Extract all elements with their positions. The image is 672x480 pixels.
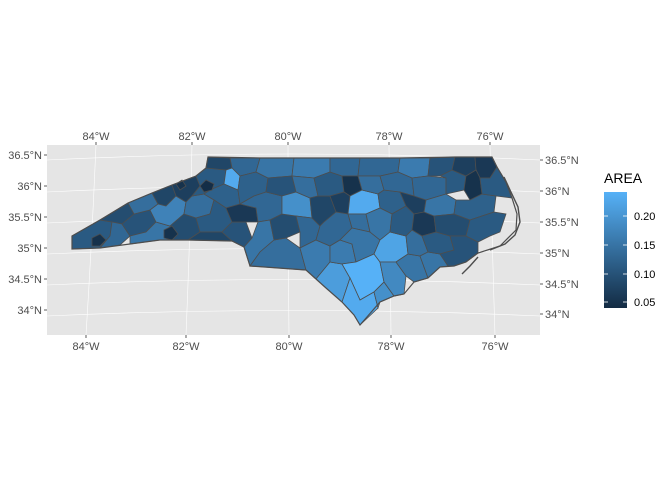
county-polygon xyxy=(199,179,215,193)
right-tick-label: 34.5°N xyxy=(545,279,579,291)
legend-ticks xyxy=(604,215,627,303)
top-tick-label: 76°W xyxy=(476,131,504,143)
legend-colorbar xyxy=(604,192,627,308)
legend-label: 0.20 xyxy=(634,211,655,223)
right-tick-label: 36.5°N xyxy=(545,155,579,167)
outer-banks xyxy=(489,176,521,251)
left-tick-label: 34.5°N xyxy=(8,274,42,286)
county-polygon xyxy=(465,211,507,243)
bottom-tick-label: 80°W xyxy=(275,341,303,353)
bottom-tick-label: 84°W xyxy=(72,341,100,353)
bottom-tick-label: 78°W xyxy=(377,341,405,353)
right-tick-label: 34°N xyxy=(545,309,570,321)
top-tick-label: 84°W xyxy=(82,131,110,143)
axis-left: 36.5°N 36°N 35.5°N 35°N 34.5°N 34°N xyxy=(8,150,47,317)
top-tick-label: 82°W xyxy=(178,131,206,143)
legend-label: 0.15 xyxy=(634,240,655,252)
right-tick-label: 35.5°N xyxy=(545,217,579,229)
axis-top: 84°W 82°W 80°W 78°W 76°W xyxy=(82,131,504,145)
outer-banks-south xyxy=(461,256,479,275)
legend-label: 0.10 xyxy=(634,269,655,281)
state-outline xyxy=(71,156,518,327)
legend: AREA 0.20 0.15 0.10 0.05 xyxy=(604,170,655,309)
county-polygon xyxy=(91,233,107,247)
county-polygon xyxy=(163,225,179,241)
axis-bottom: 84°W 82°W 80°W 78°W 76°W xyxy=(72,335,509,353)
county-polygon xyxy=(255,157,295,179)
graticule-lat-34 xyxy=(46,310,541,317)
top-tick-label: 78°W xyxy=(375,131,403,143)
graticule-lat-34-5 xyxy=(46,279,541,286)
county-polygon xyxy=(329,157,361,177)
county-polygon xyxy=(453,193,497,221)
right-tick-label: 36°N xyxy=(545,186,570,198)
county-polygon xyxy=(205,156,233,171)
left-tick-label: 36°N xyxy=(17,181,42,193)
bottom-tick-label: 82°W xyxy=(172,341,200,353)
axis-right: 36.5°N 36°N 35.5°N 35°N 34.5°N 34°N xyxy=(540,155,579,321)
left-tick-label: 35.5°N xyxy=(8,212,42,224)
left-tick-label: 35°N xyxy=(17,243,42,255)
legend-label: 0.05 xyxy=(634,297,655,309)
legend-title: AREA xyxy=(604,170,643,186)
right-tick-label: 35°N xyxy=(545,248,570,260)
top-tick-label: 80°W xyxy=(274,131,302,143)
left-tick-label: 36.5°N xyxy=(8,150,42,162)
bottom-tick-label: 76°W xyxy=(481,341,509,353)
left-tick-label: 34°N xyxy=(17,305,42,317)
